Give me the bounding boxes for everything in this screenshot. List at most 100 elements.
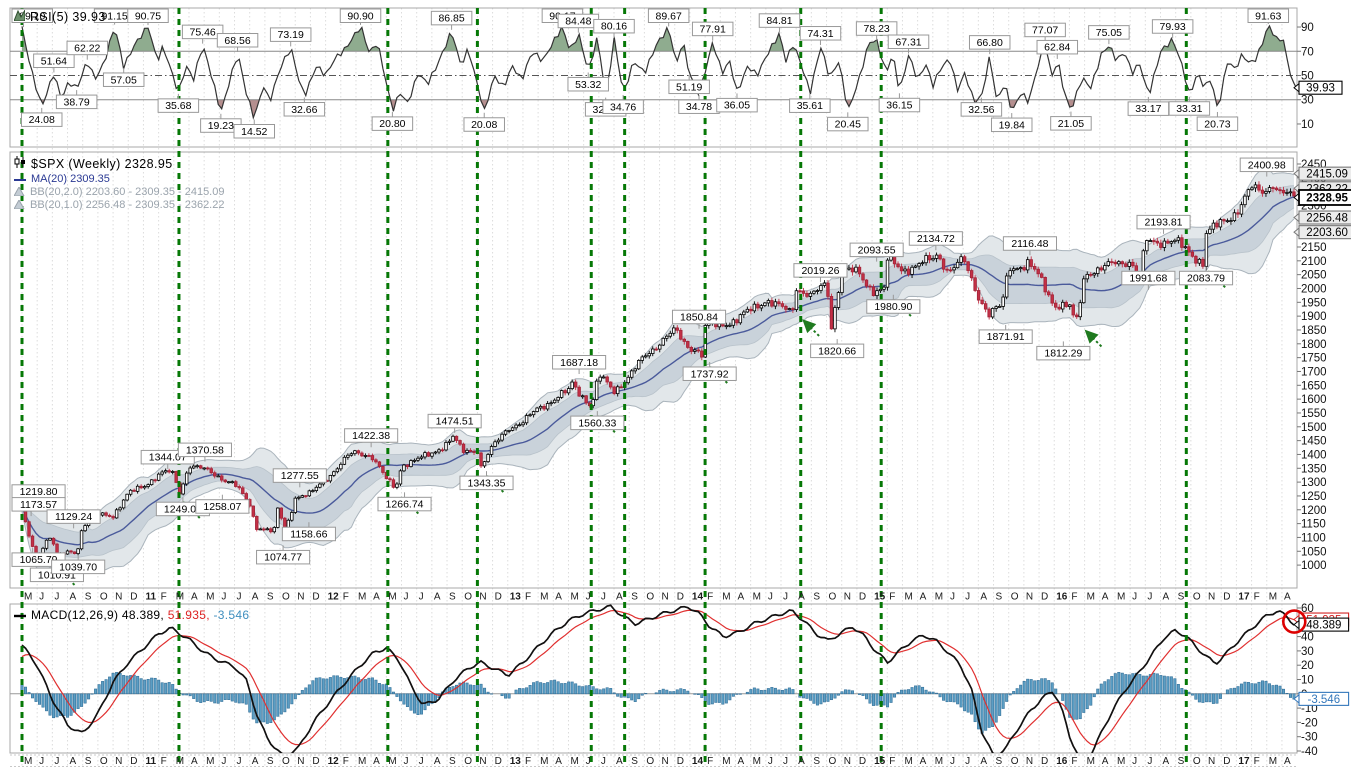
- month-label: F: [707, 756, 713, 767]
- month-label: 14: [692, 592, 704, 603]
- annotation-label: 2116.48: [1002, 236, 1058, 256]
- month-label: J: [1132, 592, 1137, 603]
- annotation-label: 51.64: [33, 53, 75, 73]
- annotation-label: 89.67: [647, 8, 690, 27]
- month-label: N: [297, 592, 304, 603]
- month-label: D: [130, 592, 137, 603]
- month-label: S: [267, 756, 274, 767]
- annotation-label: 1370.58: [177, 442, 232, 462]
- svg-text:35.68: 35.68: [165, 100, 191, 112]
- svg-text:2150: 2150: [1301, 242, 1327, 254]
- month-label: O: [100, 756, 108, 767]
- rsi-overbought-fill: [22, 25, 1286, 52]
- svg-text:1050: 1050: [1301, 546, 1327, 558]
- month-label: 12: [328, 592, 340, 603]
- svg-text:14.52: 14.52: [241, 126, 267, 138]
- month-label: S: [449, 592, 456, 603]
- annotation-label: 1129.24: [46, 509, 101, 529]
- annotation-label: 2019.26: [793, 263, 848, 283]
- svg-text:-40: -40: [1301, 746, 1318, 758]
- svg-text:1200: 1200: [1301, 505, 1327, 517]
- svg-text:1422.38: 1422.38: [352, 430, 390, 442]
- x-axis-labels: M J J A S O N D 11 F M A M J J A S O N D 12 F M A M J J A S O N D 13 F M A M…: [24, 592, 1291, 768]
- annotation-label: 1980.90: [866, 294, 921, 314]
- svg-text:1350: 1350: [1301, 463, 1327, 475]
- rsi-panel: [10, 24, 1297, 120]
- ma20-line: [21, 196, 1295, 546]
- annotation-label: 36.15: [878, 93, 921, 113]
- svg-text:70: 70: [1301, 46, 1314, 58]
- svg-text:78.23: 78.23: [863, 23, 889, 35]
- month-label: N: [1026, 592, 1033, 603]
- annotation-label: 90.90: [339, 8, 382, 25]
- month-label: S: [1178, 756, 1185, 767]
- month-label: A: [1284, 756, 1291, 767]
- month-label: A: [798, 756, 805, 767]
- month-label: J: [586, 592, 591, 603]
- month-label: M: [570, 756, 578, 767]
- svg-text:2415.09: 2415.09: [1306, 169, 1348, 181]
- annotation-label: 38.79: [55, 90, 98, 110]
- annotation-label: 35.61: [789, 93, 831, 113]
- svg-text:1266.74: 1266.74: [386, 499, 424, 511]
- svg-text:60: 60: [1301, 603, 1314, 615]
- month-label: O: [1011, 756, 1019, 767]
- svg-text:2083.79: 2083.79: [1187, 273, 1225, 285]
- month-label: N: [1208, 756, 1215, 767]
- month-label: J: [1147, 756, 1152, 767]
- svg-text:21.05: 21.05: [1058, 118, 1084, 130]
- month-label: F: [1071, 592, 1077, 603]
- month-label: A: [1163, 592, 1170, 603]
- svg-text:39.93: 39.93: [1306, 83, 1335, 95]
- svg-text:74.31: 74.31: [807, 28, 833, 40]
- macd-legend-name: MACD(12,26,9): [31, 608, 119, 622]
- svg-text:1820.66: 1820.66: [818, 345, 856, 357]
- rsi-annotations: 89.10 24.08 51.64 38.79 62.22 91.15 57.05 90.75…: [11, 8, 1290, 139]
- month-label: A: [798, 592, 805, 603]
- month-label: M: [358, 756, 366, 767]
- month-label: J: [419, 592, 424, 603]
- svg-text:34.78: 34.78: [686, 101, 712, 113]
- svg-text:35.61: 35.61: [797, 100, 823, 112]
- month-label: N: [115, 592, 122, 603]
- svg-text:-30: -30: [1301, 732, 1318, 744]
- month-label: A: [70, 756, 77, 767]
- annotation-label: 91.15: [93, 8, 136, 25]
- svg-text:1249.05: 1249.05: [164, 504, 202, 516]
- month-label: F: [525, 756, 531, 767]
- svg-text:66.80: 66.80: [977, 37, 1003, 49]
- svg-text:1650: 1650: [1301, 380, 1327, 392]
- svg-text:1800: 1800: [1301, 339, 1327, 351]
- month-label: F: [343, 592, 349, 603]
- svg-text:1560.33: 1560.33: [578, 417, 616, 429]
- svg-text:2203.60: 2203.60: [1306, 227, 1348, 239]
- month-label: D: [1041, 592, 1048, 603]
- svg-text:53.32: 53.32: [575, 79, 601, 91]
- svg-text:1250: 1250: [1301, 491, 1327, 503]
- month-label: M: [935, 592, 943, 603]
- month-label: J: [965, 592, 970, 603]
- svg-text:2100: 2100: [1301, 256, 1327, 268]
- month-label: O: [646, 592, 654, 603]
- month-label: F: [1071, 756, 1077, 767]
- macd-signal-line: [21, 604, 1295, 753]
- month-label: A: [980, 756, 987, 767]
- annotation-label: 74.31: [799, 26, 842, 46]
- bb2-legend: BB(20,2.0) 2203.60 - 2309.35 - 2415.09: [13, 183, 224, 201]
- svg-text:1258.07: 1258.07: [203, 501, 241, 513]
- svg-text:1344.07: 1344.07: [149, 452, 187, 464]
- month-label: M: [388, 756, 396, 767]
- macd-hist-value: -3.546: [213, 608, 250, 622]
- month-label: S: [267, 592, 274, 603]
- month-label: F: [707, 592, 713, 603]
- month-label: O: [829, 756, 837, 767]
- month-label: D: [859, 756, 866, 767]
- month-label: M: [904, 592, 912, 603]
- annotation-label: 90.75: [127, 8, 169, 26]
- svg-text:2116.48: 2116.48: [1011, 238, 1048, 250]
- annotation-label: 1343.35: [459, 471, 514, 491]
- svg-text:1850.84: 1850.84: [680, 312, 718, 324]
- svg-text:30: 30: [1301, 95, 1314, 107]
- month-label: A: [434, 592, 441, 603]
- annotation-label: 1820.66: [810, 339, 865, 359]
